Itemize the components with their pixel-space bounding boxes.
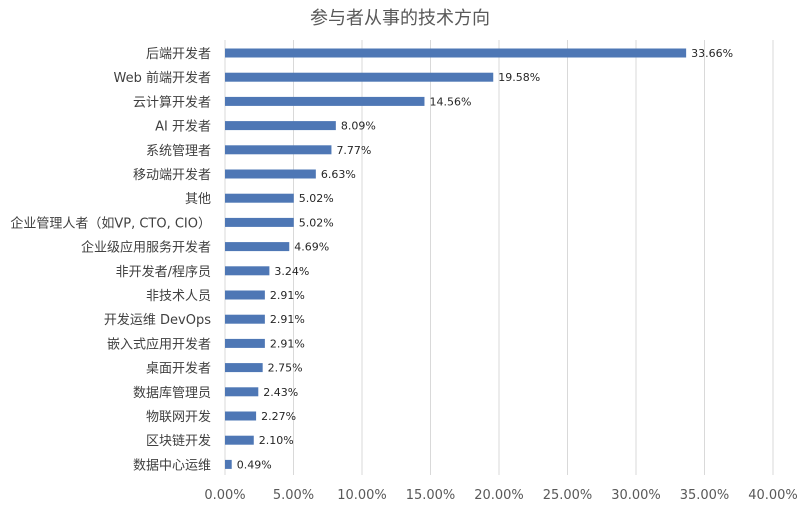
data-label: 6.63% (321, 168, 356, 181)
category-label: 云计算开发者 (133, 94, 211, 110)
data-label: 33.66% (691, 47, 733, 60)
bar (225, 266, 270, 276)
category-label: 桌面开发者 (146, 361, 211, 377)
x-tick-label: 5.00% (273, 488, 314, 503)
category-label: 物联网开发 (146, 409, 211, 425)
bar (225, 242, 290, 252)
category-label: 数据中心运维 (133, 458, 211, 473)
bar (225, 411, 257, 421)
category-label: 嵌入式应用开发者 (107, 336, 211, 352)
bar (225, 290, 265, 300)
bar (225, 193, 294, 203)
bar (225, 363, 263, 373)
data-label: 19.58% (498, 71, 540, 84)
bar (225, 121, 336, 131)
data-label: 3.24% (274, 265, 309, 278)
category-label: 移动端开发者 (133, 167, 211, 183)
chart-title: 参与者从事的技术方向 (310, 8, 490, 29)
data-label: 7.77% (336, 144, 371, 157)
x-tick-label: 10.00% (337, 488, 387, 503)
data-label: 2.10% (259, 434, 294, 447)
category-label: 企业级应用服务开发者 (81, 240, 211, 256)
x-tick-label: 0.00% (204, 488, 245, 503)
x-tick-label: 15.00% (406, 488, 456, 503)
data-label: 0.49% (237, 458, 272, 471)
data-label: 8.09% (341, 120, 376, 133)
category-label: Web 前端开发者 (114, 70, 211, 86)
data-label: 5.02% (299, 192, 334, 205)
category-label: 区块链开发 (146, 433, 211, 449)
bar (225, 217, 294, 227)
bar (225, 72, 494, 82)
bar (225, 169, 316, 179)
data-label: 2.27% (261, 410, 296, 423)
bar (225, 48, 687, 58)
category-label: 系统管理者 (146, 144, 211, 159)
category-label: 后端开发者 (146, 46, 211, 62)
x-tick-label: 30.00% (611, 488, 661, 503)
bar (225, 145, 332, 155)
data-label: 2.91% (270, 313, 305, 326)
data-label: 14.56% (429, 95, 471, 108)
x-tick-label: 35.00% (680, 488, 730, 503)
x-tick-label: 40.00% (748, 488, 798, 503)
category-label: AI 开发者 (155, 119, 211, 135)
bar (225, 387, 259, 397)
category-label: 其他 (185, 192, 211, 207)
x-tick-label: 20.00% (474, 488, 524, 503)
bar (225, 314, 265, 324)
category-label: 企业管理人者（如VP, CTO, CIO） (10, 215, 211, 231)
category-label: 数据库管理员 (133, 385, 211, 401)
category-label: 非技术人员 (146, 289, 211, 304)
data-label: 2.75% (268, 362, 303, 375)
data-label: 5.02% (299, 216, 334, 229)
category-label: 开发运维 DevOps (104, 312, 211, 328)
bar (225, 435, 254, 445)
bar (225, 338, 265, 348)
data-label: 2.43% (263, 386, 298, 399)
data-label: 2.91% (270, 337, 305, 350)
data-label: 2.91% (270, 289, 305, 302)
x-tick-label: 25.00% (543, 488, 593, 503)
bar (225, 96, 425, 106)
category-label: 非开发者/程序员 (116, 264, 211, 280)
bar (225, 459, 232, 469)
data-label: 4.69% (294, 241, 329, 254)
